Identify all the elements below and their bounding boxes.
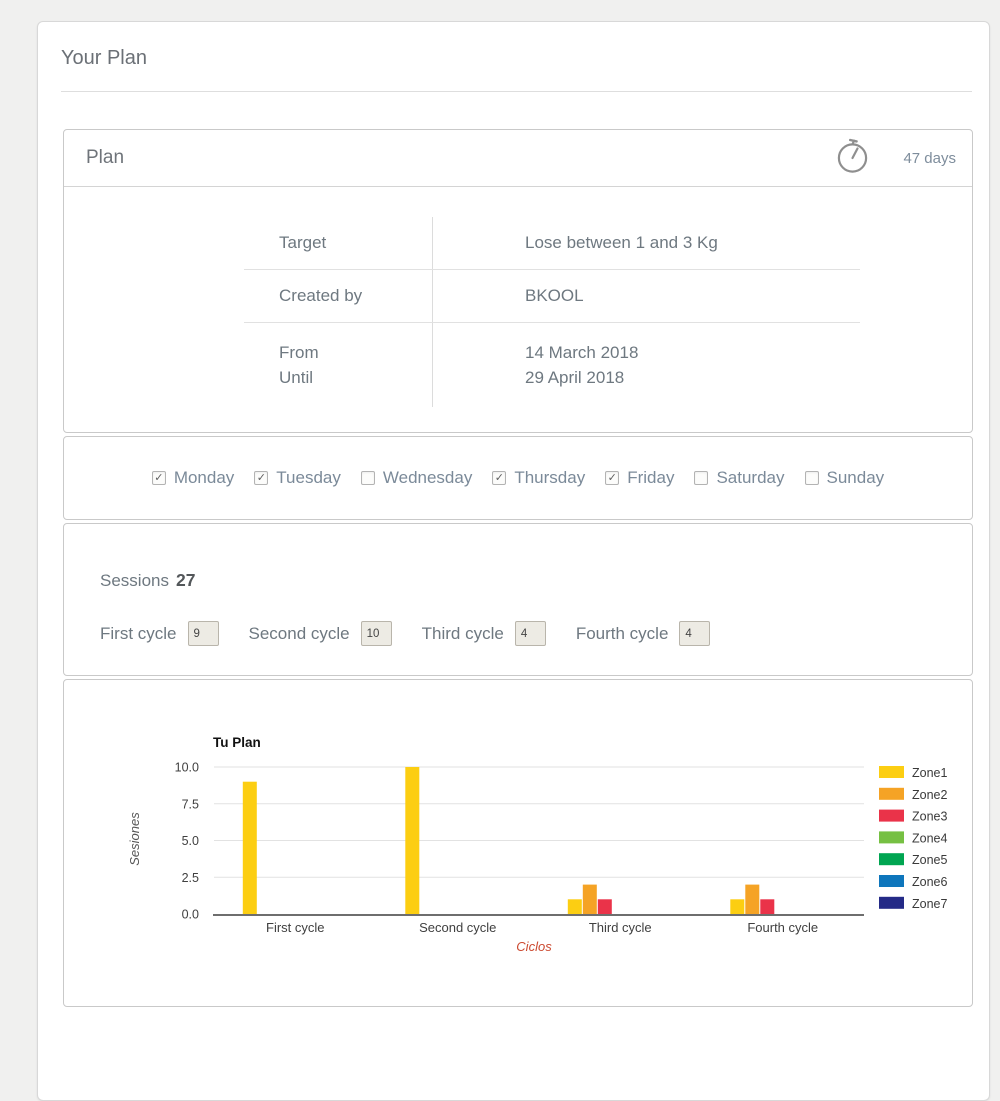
legend-label-Zone5: Zone5 xyxy=(912,853,947,867)
plan-chart-svg: 0.0 2.5 5.0 7.5 10.0 First cycle Second cycle T… xyxy=(127,735,947,954)
chart-title: Tu Plan xyxy=(213,735,261,750)
legend-label-Zone4: Zone4 xyxy=(912,831,947,845)
sessions-line: Sessions 27 xyxy=(100,570,972,591)
sessions-panel: Sessions 27 First cycle Second cycle Thir… xyxy=(63,523,973,676)
fourth-cycle-group: Fourth cycle xyxy=(576,621,711,646)
legend-label-Zone3: Zone3 xyxy=(912,810,947,824)
plan-panel-body: Target Lose between 1 and 3 Kg Created b… xyxy=(64,187,972,432)
monday-checkbox[interactable]: ✓ xyxy=(151,471,166,485)
until-label: Until xyxy=(279,367,314,387)
day-wednesday: Wednesday xyxy=(360,468,473,488)
first-cycle-label: First cycle xyxy=(100,623,177,643)
legend-swatch-Zone7 xyxy=(879,896,904,909)
stopwatch-icon xyxy=(834,137,871,179)
y-tick-label: 5.0 xyxy=(182,834,199,848)
day-saturday: Saturday xyxy=(694,468,785,488)
plan-details-table: Target Lose between 1 and 3 Kg Created b… xyxy=(244,217,860,407)
from-value: 14 March 2018 xyxy=(525,342,639,362)
target-value: Lose between 1 and 3 Kg xyxy=(525,233,718,252)
day-thursday: ✓ Thursday xyxy=(492,468,585,488)
legend-swatch-Zone1 xyxy=(879,766,904,778)
category-label: Fourth cycle xyxy=(747,920,818,935)
second-cycle-group: Second cycle xyxy=(249,621,392,646)
y-tick-label: 0.0 xyxy=(182,908,199,922)
third-cycle-group: Third cycle xyxy=(422,621,546,646)
bar-Zone3-Third cycle xyxy=(597,899,612,914)
y-tick-label: 7.5 xyxy=(182,797,199,811)
from-label: From xyxy=(279,342,319,362)
legend-swatch-Zone5 xyxy=(879,853,904,866)
day-friday: ✓ Friday xyxy=(605,468,674,488)
first-cycle-input[interactable] xyxy=(187,621,219,646)
day-label: Sunday xyxy=(826,468,885,487)
plan-panel-title: Plan xyxy=(86,147,125,168)
legend-swatch-Zone6 xyxy=(879,875,904,887)
until-value: 29 April 2018 xyxy=(525,367,625,387)
created-by-label: Created by xyxy=(279,286,363,305)
bar-Zone1-Fourth cycle xyxy=(730,899,745,914)
legend-swatch-Zone4 xyxy=(879,831,904,844)
legend-swatch-Zone3 xyxy=(879,809,904,822)
legend-swatch-Zone2 xyxy=(879,787,904,800)
plan-panel-header: Plan 47 days xyxy=(64,130,972,187)
second-cycle-input[interactable] xyxy=(360,621,392,646)
cycles-row: First cycle Second cycle Third cycle Fou… xyxy=(100,621,972,646)
plan-duration: 47 days xyxy=(903,149,956,167)
day-sunday: Sunday xyxy=(804,468,885,488)
weekdays-panel: ✓ Monday ✓ Tuesday Wednesday ✓ Thursday … xyxy=(63,436,973,520)
created-by-value: BKOOL xyxy=(525,286,584,305)
day-tuesday: ✓ Tuesday xyxy=(254,468,341,488)
your-plan-card: Your Plan Plan 47 days xyxy=(37,21,990,1101)
bar-Zone1-Third cycle xyxy=(567,899,582,914)
legend-label-Zone7: Zone7 xyxy=(912,897,947,911)
fourth-cycle-input[interactable] xyxy=(679,621,711,646)
y-tick-label: 10.0 xyxy=(175,761,199,775)
category-label: Third cycle xyxy=(589,920,652,935)
second-cycle-label: Second cycle xyxy=(248,623,350,643)
chart-panel: 0.0 2.5 5.0 7.5 10.0 First cycle Second cycle T… xyxy=(63,679,973,1007)
bar-Zone2-Fourth cycle xyxy=(745,884,760,914)
plan-panel: Plan 47 days Target Lose between 1 and 3… xyxy=(63,129,973,433)
sessions-count: 27 xyxy=(175,570,196,590)
category-label: First cycle xyxy=(266,920,325,935)
day-label: Monday xyxy=(173,468,235,487)
bar-Zone2-Third cycle xyxy=(582,884,597,914)
legend-label-Zone2: Zone2 xyxy=(912,788,947,802)
legend-label-Zone1: Zone1 xyxy=(912,766,947,780)
day-label: Wednesday xyxy=(382,468,473,487)
category-label: Second cycle xyxy=(419,920,496,935)
bar-Zone1-First cycle xyxy=(242,781,257,914)
third-cycle-label: Third cycle xyxy=(421,623,504,643)
day-monday: ✓ Monday xyxy=(151,468,235,488)
legend-label-Zone6: Zone6 xyxy=(912,875,947,889)
first-cycle-group: First cycle xyxy=(100,621,219,646)
wednesday-checkbox[interactable] xyxy=(360,471,375,485)
thursday-checkbox[interactable]: ✓ xyxy=(492,471,507,485)
day-label: Friday xyxy=(627,468,675,487)
sunday-checkbox[interactable] xyxy=(804,471,819,485)
day-label: Thursday xyxy=(514,468,586,487)
third-cycle-input[interactable] xyxy=(514,621,546,646)
y-axis-title: Sesiones xyxy=(127,812,142,866)
plan-panel-group: Plan 47 days Target Lose between 1 and 3… xyxy=(63,129,973,1007)
fourth-cycle-label: Fourth cycle xyxy=(575,623,669,643)
table-row: From Until 14 March 2018 29 April 2018 xyxy=(244,323,860,407)
bar-Zone1-Second cycle xyxy=(405,767,420,914)
bar-Zone3-Fourth cycle xyxy=(760,899,775,914)
tuesday-checkbox[interactable]: ✓ xyxy=(254,471,269,485)
x-axis-title: Ciclos xyxy=(516,939,552,954)
page-title: Your Plan xyxy=(61,47,147,69)
table-row: Created by BKOOL xyxy=(244,270,860,323)
title-divider xyxy=(61,91,972,92)
day-label: Tuesday xyxy=(276,468,341,487)
sessions-label: Sessions xyxy=(100,571,169,590)
y-tick-label: 2.5 xyxy=(182,871,199,885)
friday-checkbox[interactable]: ✓ xyxy=(605,471,620,485)
day-label: Saturday xyxy=(716,468,785,487)
saturday-checkbox[interactable] xyxy=(694,471,709,485)
table-row: Target Lose between 1 and 3 Kg xyxy=(244,217,860,270)
target-label: Target xyxy=(279,233,327,252)
